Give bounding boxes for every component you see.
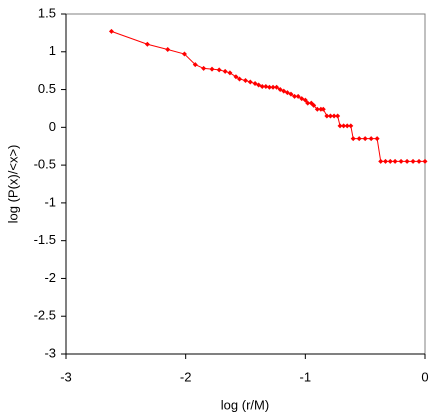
- point-marker: [378, 158, 384, 164]
- point-marker: [281, 88, 287, 94]
- y-axis-label: log (P(x)/<x>): [5, 145, 20, 224]
- point-marker: [259, 84, 265, 90]
- x-tick-label: -3: [60, 369, 72, 384]
- point-marker: [331, 113, 337, 119]
- point-marker: [350, 136, 356, 142]
- point-marker: [422, 158, 428, 164]
- point-marker: [192, 62, 198, 68]
- point-marker: [181, 51, 187, 57]
- point-marker: [209, 66, 215, 72]
- point-marker: [274, 84, 280, 90]
- point-marker: [237, 76, 243, 82]
- point-marker: [311, 102, 317, 108]
- point-marker: [324, 113, 330, 119]
- point-marker: [387, 158, 393, 164]
- point-marker: [299, 96, 305, 102]
- point-marker: [252, 81, 258, 87]
- point-marker: [344, 123, 350, 129]
- y-tick-label: -3: [44, 345, 56, 360]
- point-marker: [305, 100, 311, 106]
- point-marker: [337, 123, 343, 129]
- point-marker: [320, 106, 326, 112]
- plot-frame: [65, 13, 426, 355]
- point-marker: [227, 70, 233, 76]
- point-marker: [356, 136, 362, 142]
- point-marker: [302, 97, 308, 103]
- point-marker: [222, 68, 228, 74]
- series-line: [111, 30, 425, 162]
- x-tick-label: 0: [421, 369, 428, 384]
- point-marker: [383, 158, 389, 164]
- y-tick-label: 1: [49, 43, 56, 58]
- point-marker: [270, 84, 276, 90]
- point-marker: [288, 91, 294, 97]
- point-marker: [348, 123, 354, 129]
- x-tick-label: -2: [180, 369, 192, 384]
- point-marker: [292, 93, 298, 99]
- point-marker: [314, 106, 320, 112]
- x-tick-label: -1: [300, 369, 312, 384]
- point-marker: [416, 158, 422, 164]
- point-marker: [201, 65, 207, 71]
- y-tick-label: 0: [49, 119, 56, 134]
- point-marker: [256, 82, 262, 88]
- point-marker: [144, 41, 150, 47]
- point-marker: [374, 136, 380, 142]
- point-marker: [108, 28, 114, 34]
- point-marker: [165, 47, 171, 53]
- point-marker: [327, 113, 333, 119]
- point-marker: [410, 158, 416, 164]
- point-marker: [243, 77, 248, 83]
- y-tick-label: 1.5: [38, 5, 56, 20]
- point-marker: [233, 74, 239, 80]
- point-marker: [247, 79, 253, 85]
- y-tick-label: 0.5: [38, 81, 56, 96]
- y-tick-label: -0.5: [34, 157, 56, 172]
- point-marker: [398, 158, 404, 164]
- point-marker: [404, 158, 410, 164]
- point-marker: [266, 84, 272, 90]
- point-marker: [284, 90, 290, 96]
- point-marker: [277, 87, 283, 93]
- point-marker: [362, 136, 368, 142]
- y-tick-label: -2.5: [34, 308, 56, 323]
- point-marker: [216, 67, 222, 73]
- point-marker: [263, 84, 269, 90]
- point-marker: [335, 113, 341, 119]
- y-tick-label: -2: [44, 270, 56, 285]
- point-marker: [368, 136, 374, 142]
- point-marker: [295, 93, 301, 99]
- point-marker: [341, 123, 347, 129]
- x-axis-label: log (r/M): [221, 397, 269, 412]
- y-tick-label: -1.5: [34, 232, 56, 247]
- y-tick-label: -1: [44, 194, 56, 209]
- point-marker: [392, 158, 398, 164]
